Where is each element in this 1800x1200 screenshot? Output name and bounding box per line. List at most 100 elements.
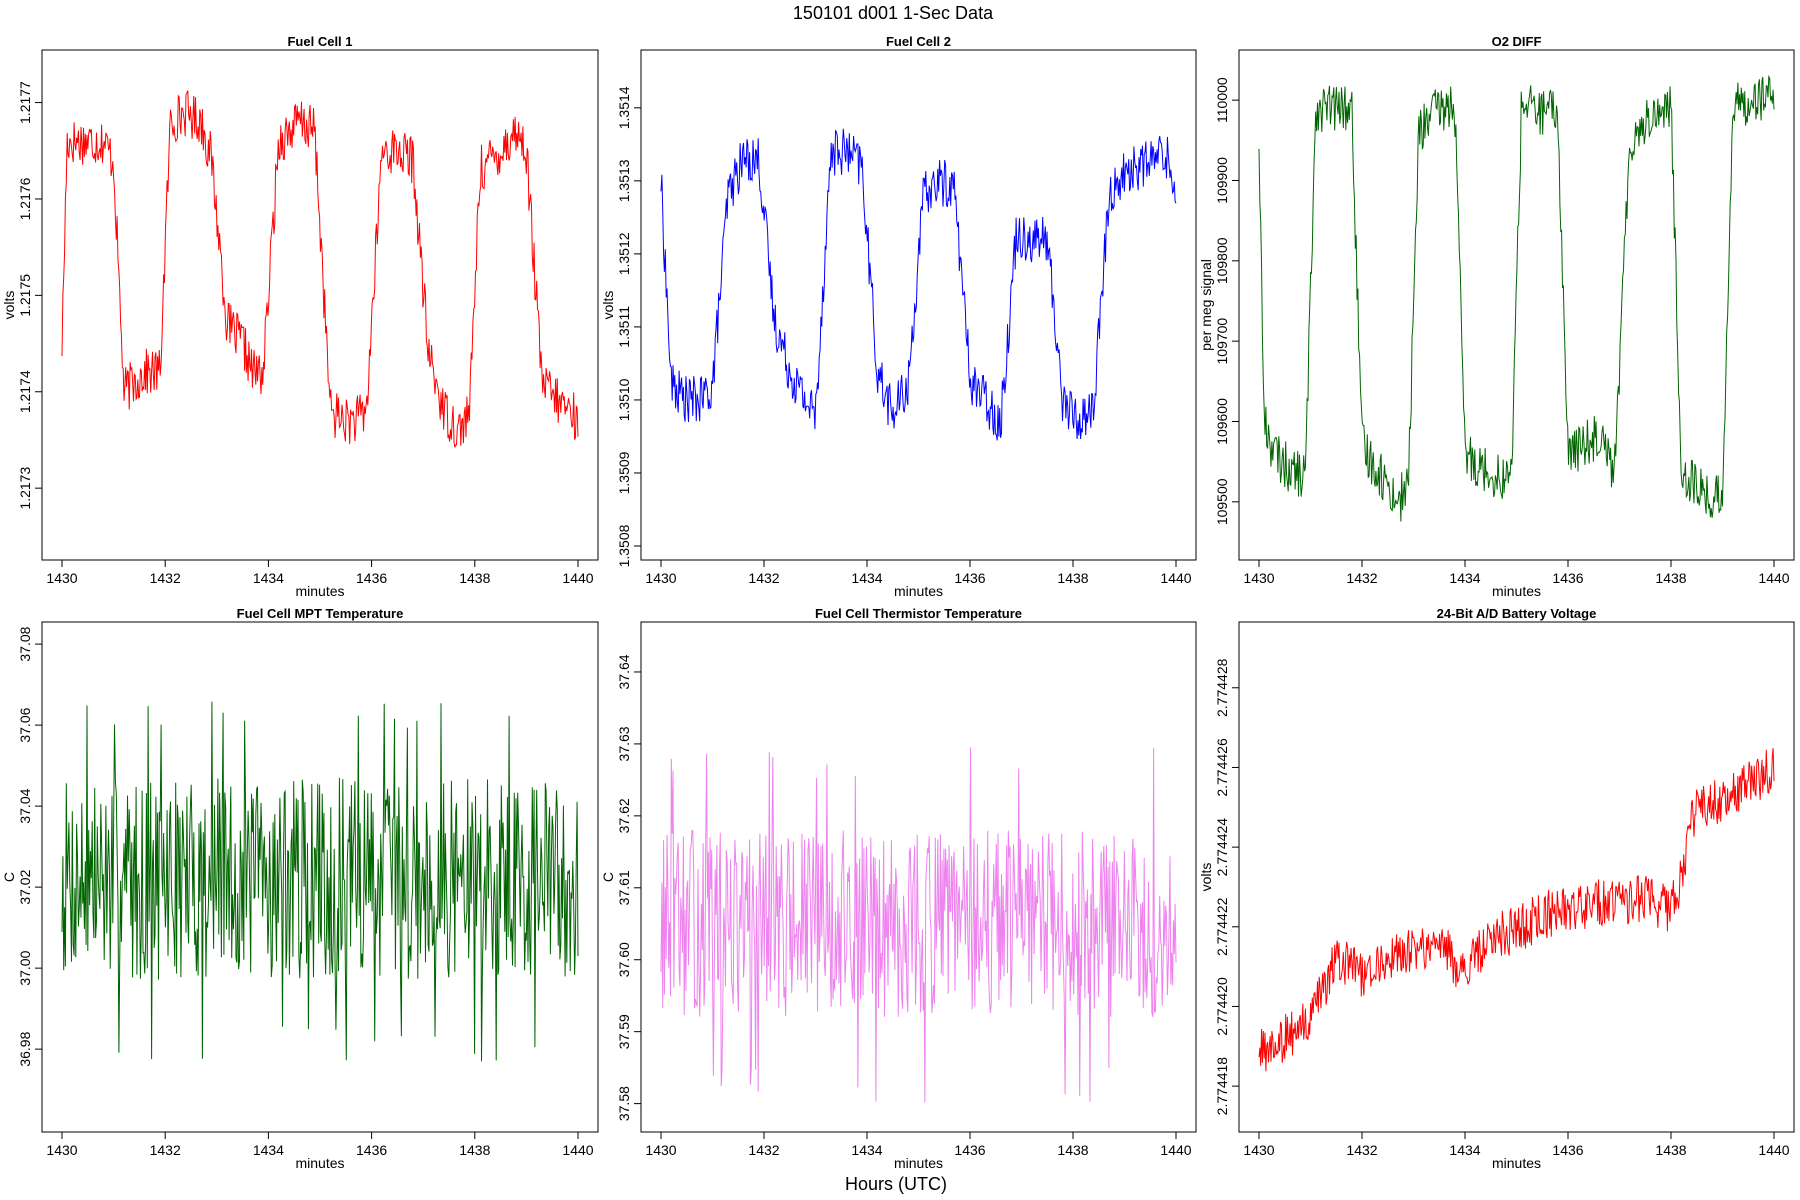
x-tick-label: 1430 (46, 1142, 77, 1158)
x-tick-label: 1436 (954, 1142, 985, 1158)
x-axis-label: minutes (894, 583, 943, 599)
y-axis: 109500 109600 109700 109800 109900 110000 per … (1198, 77, 1240, 525)
panel-title: Fuel Cell MPT Temperature (237, 606, 404, 621)
x-tick-label: 1432 (748, 1142, 779, 1158)
x-axis: 1430 1432 1434 1436 1438 1440 minutes (46, 1131, 594, 1171)
y-tick-label: 36.98 (17, 1031, 33, 1066)
x-tick-label: 1436 (356, 1142, 387, 1158)
y-axis: 2.774418 2.774420 2.774422 2.774424 2.774426… (1198, 658, 1240, 1116)
x-axis: 1430 1432 1434 1436 1438 1440 minutes (46, 559, 594, 599)
y-tick-label: 1.2177 (17, 81, 33, 124)
panel-5: Fuel Cell Thermistor Temperature 1430 1432… (600, 606, 1197, 1171)
x-axis-label: minutes (894, 1155, 943, 1171)
y-tick-label: 1.3511 (616, 306, 632, 348)
y-tick-label: 37.02 (17, 869, 33, 904)
x-axis: 1430 1432 1434 1436 1438 1440 minutes (645, 559, 1192, 599)
x-axis: 1430 1432 1434 1436 1438 1440 minutes (1243, 1131, 1790, 1171)
y-tick-label: 37.04 (17, 788, 33, 823)
y-tick-label: 2.774422 (1214, 897, 1230, 956)
series-line (61, 90, 579, 448)
x-tick-label: 1438 (459, 570, 490, 586)
y-axis-label: C (1, 872, 17, 882)
y-axis-label: volts (1198, 863, 1214, 892)
y-tick-label: 1.3514 (616, 86, 632, 129)
series-line (1258, 74, 1775, 522)
x-tick-label: 1430 (645, 1142, 676, 1158)
x-tick-label: 1430 (46, 570, 77, 586)
panel-title: Fuel Cell Thermistor Temperature (815, 606, 1022, 621)
y-axis-label: per meg signal (1198, 259, 1214, 351)
panel-2: Fuel Cell 2 1430 1432 1434 1436 1438 1440 minut… (600, 34, 1197, 599)
y-tick-label: 37.08 (17, 626, 33, 661)
y-tick-label: 109900 (1214, 157, 1230, 204)
x-tick-label: 1434 (851, 1142, 882, 1158)
x-tick-label: 1432 (1346, 1142, 1377, 1158)
y-tick-label: 1.2175 (17, 274, 33, 317)
x-axis-label: minutes (295, 583, 344, 599)
global-x-axis-label: Hours (UTC) (845, 1174, 947, 1194)
panel-title: O2 DIFF (1492, 34, 1542, 49)
x-tick-label: 1440 (1758, 1142, 1789, 1158)
y-axis-label: C (600, 872, 616, 882)
y-tick-label: 37.00 (17, 950, 33, 985)
y-tick-label: 1.3510 (616, 378, 632, 421)
plot-frame (1238, 621, 1795, 1133)
y-tick-label: 109800 (1214, 237, 1230, 284)
x-tick-label: 1434 (1449, 570, 1480, 586)
plot-frame (640, 49, 1197, 561)
x-tick-label: 1440 (562, 570, 593, 586)
series-line (660, 747, 1177, 1103)
x-tick-label: 1430 (645, 570, 676, 586)
y-tick-label: 109500 (1214, 478, 1230, 525)
y-tick-label: 110000 (1214, 77, 1230, 123)
x-tick-label: 1430 (1243, 570, 1274, 586)
x-tick-label: 1436 (1552, 570, 1583, 586)
y-tick-label: 1.2173 (17, 467, 33, 510)
x-tick-label: 1432 (150, 570, 181, 586)
x-tick-label: 1434 (253, 1142, 284, 1158)
x-tick-label: 1440 (1758, 570, 1789, 586)
panel-title: Fuel Cell 1 (287, 34, 352, 49)
x-tick-label: 1438 (1057, 1142, 1088, 1158)
panel-title: 24-Bit A/D Battery Voltage (1437, 606, 1597, 621)
x-tick-label: 1436 (954, 570, 985, 586)
y-tick-label: 1.3509 (616, 451, 632, 494)
y-tick-label: 37.62 (616, 798, 632, 833)
y-tick-label: 2.774428 (1214, 658, 1230, 717)
panel-3: O2 DIFF 1430 1432 1434 1436 1438 1440 minutes 10… (1198, 34, 1795, 599)
x-tick-label: 1440 (1160, 570, 1191, 586)
x-tick-label: 1438 (1057, 570, 1088, 586)
y-tick-label: 2.774420 (1214, 977, 1230, 1036)
y-tick-label: 37.06 (17, 707, 33, 742)
y-axis: 36.98 37.00 37.02 37.04 37.06 37.08 C (1, 626, 43, 1067)
y-axis-label: volts (600, 291, 616, 320)
y-tick-label: 2.774426 (1214, 738, 1230, 797)
series-line (660, 128, 1177, 441)
y-tick-label: 37.58 (616, 1086, 632, 1121)
figure-title: 150101 d001 1-Sec Data (793, 3, 994, 23)
y-axis: 37.58 37.59 37.60 37.61 37.62 37.63 37.64 C (600, 654, 642, 1121)
panel-1: Fuel Cell 1 1430 1432 1434 1436 1438 1440 minut… (1, 34, 599, 599)
x-axis: 1430 1432 1434 1436 1438 1440 minutes (1243, 559, 1790, 599)
x-tick-label: 1440 (562, 1142, 593, 1158)
y-tick-label: 1.2176 (17, 177, 33, 220)
x-tick-label: 1432 (748, 570, 779, 586)
x-tick-label: 1440 (1160, 1142, 1191, 1158)
y-tick-label: 1.2174 (17, 370, 33, 413)
panels-group: Fuel Cell 1 1430 1432 1434 1436 1438 1440 minut… (1, 34, 1795, 1171)
y-axis: 1.2173 1.2174 1.2175 1.2176 1.2177 volts (1, 81, 43, 510)
y-tick-label: 1.3512 (616, 232, 632, 275)
y-tick-label: 37.64 (616, 654, 632, 689)
x-tick-label: 1438 (1655, 1142, 1686, 1158)
y-tick-label: 1.3513 (616, 159, 632, 202)
y-tick-label: 2.774418 (1214, 1057, 1230, 1116)
x-tick-label: 1436 (1552, 1142, 1583, 1158)
x-tick-label: 1434 (1449, 1142, 1480, 1158)
x-axis-label: minutes (1492, 1155, 1541, 1171)
x-tick-label: 1436 (356, 570, 387, 586)
y-axis: 1.3508 1.3509 1.3510 1.3511 1.3512 1.3513 1.35… (600, 86, 642, 567)
y-tick-label: 37.59 (616, 1014, 632, 1049)
